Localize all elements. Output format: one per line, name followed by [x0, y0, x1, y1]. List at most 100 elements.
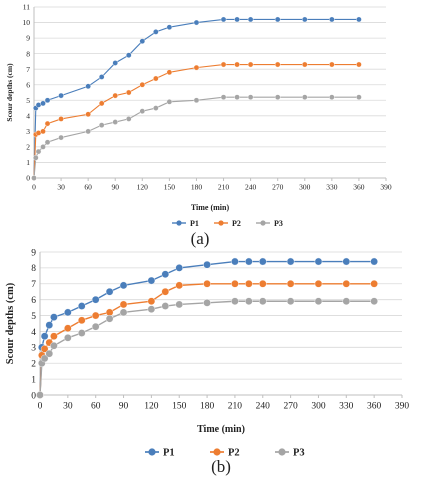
x-tick-label: 30	[57, 183, 65, 192]
data-point-p3	[35, 148, 42, 155]
x-tick-label: 240	[256, 402, 271, 412]
data-point-p1	[274, 16, 281, 23]
y-tick-label: 0	[31, 391, 36, 401]
data-point-p1	[245, 257, 253, 266]
series-p1	[31, 16, 362, 181]
data-point-p2	[342, 279, 351, 288]
y-tick-label: 6	[31, 296, 36, 306]
data-point-p1	[247, 16, 254, 23]
data-point-p3	[98, 122, 105, 128]
data-point-p1	[286, 257, 295, 266]
data-point-p1	[153, 29, 159, 35]
y-tick-label: 3	[31, 344, 36, 354]
x-tick-label: 390	[380, 183, 392, 192]
x-tick-label: 240	[245, 183, 257, 192]
data-point-p2	[119, 300, 128, 309]
series-line-p3	[33, 96, 359, 179]
legend-item-p3: P3	[256, 219, 283, 228]
data-point-p3	[64, 333, 72, 342]
data-point-p1	[220, 16, 227, 23]
data-point-p2	[77, 316, 86, 325]
data-point-p2	[247, 61, 254, 68]
data-point-p2	[98, 100, 105, 107]
x-tick-label: 210	[218, 183, 230, 192]
data-point-p2	[112, 92, 119, 99]
data-point-p1	[77, 302, 86, 310]
x-tick-label: 180	[200, 402, 215, 412]
legend-item-p1: P1	[172, 219, 199, 228]
x-tick-label: 360	[367, 402, 382, 412]
x-tick-label: 150	[172, 402, 187, 412]
data-point-p2	[329, 61, 335, 68]
data-point-p1	[50, 313, 58, 321]
data-point-p2	[139, 81, 146, 88]
data-point-p1	[58, 92, 64, 99]
legend: P1 P2 P3	[145, 448, 305, 459]
data-point-p3	[356, 94, 362, 100]
x-tick-label: 330	[339, 402, 354, 412]
data-point-p1	[105, 287, 114, 296]
data-point-p3	[112, 119, 119, 125]
data-point-p2	[85, 111, 91, 118]
data-point-p1	[193, 19, 200, 26]
data-point-p1	[161, 270, 170, 279]
data-point-p2	[153, 75, 159, 82]
data-point-p2	[245, 279, 253, 288]
chart-a: 0 1 2 3 4 5 6 7 8 9 10 11 0 30 60 90 120 150 180 210 240 270 3…	[5, 3, 392, 248]
data-point-p3	[166, 99, 173, 105]
x-tick-label: 330	[326, 183, 338, 192]
data-point-p3	[370, 297, 378, 306]
y-tick-label: 11	[23, 3, 30, 12]
data-point-p2	[231, 279, 239, 288]
data-point-p2	[64, 324, 72, 333]
data-point-p3	[139, 108, 146, 114]
panel-label: (b)	[211, 457, 231, 476]
data-point-p3	[119, 308, 128, 317]
x-tick-label: 300	[299, 183, 311, 192]
legend-label: P1	[163, 448, 175, 459]
y-tick-label: 9	[26, 34, 30, 43]
y-tick-label: 8	[26, 49, 30, 58]
data-point-p2	[147, 297, 156, 306]
x-tick-label: 30	[63, 402, 73, 412]
data-point-p1	[64, 308, 72, 317]
data-point-p3	[247, 94, 254, 100]
series-p2	[31, 61, 362, 181]
data-point-p3	[91, 322, 100, 331]
legend-swatch-marker	[218, 220, 224, 226]
data-point-p1	[314, 257, 323, 266]
y-tick-label: 9	[31, 248, 36, 258]
y-axis-label: Scour depths (cm)	[5, 63, 14, 122]
x-tick-label: 270	[272, 183, 284, 192]
data-point-p2	[286, 279, 295, 288]
legend-item-p3: P3	[275, 448, 305, 459]
x-tick-label: 180	[191, 183, 203, 192]
data-point-p1	[203, 260, 211, 269]
y-axis-label: Scour depths (cm)	[5, 282, 16, 364]
data-point-p2	[175, 281, 184, 290]
data-point-p2	[40, 345, 49, 353]
data-point-p1	[342, 257, 351, 266]
data-point-p2	[91, 311, 100, 320]
data-point-p1	[85, 83, 91, 90]
legend-item-p1: P1	[145, 448, 175, 459]
data-point-p3	[50, 341, 58, 350]
data-point-p1	[175, 264, 184, 272]
data-point-p1	[301, 16, 308, 23]
data-point-p2	[105, 308, 114, 317]
data-point-p3	[329, 94, 335, 100]
legend-swatch-marker	[278, 448, 286, 456]
x-tick-label: 90	[111, 183, 119, 192]
data-point-p3	[125, 116, 132, 122]
data-point-p3	[58, 134, 64, 141]
legend: P1 P2 P3	[172, 219, 283, 228]
series-line-p2	[33, 63, 359, 179]
legend-label: P1	[190, 219, 199, 228]
data-point-p1	[370, 257, 378, 266]
y-tick-label: 5	[26, 96, 30, 105]
y-tick-label: 7	[26, 65, 30, 74]
y-tick-label: 1	[26, 158, 30, 167]
legend-swatch-marker	[148, 448, 156, 456]
data-point-p2	[58, 116, 64, 122]
data-point-p1	[147, 276, 156, 285]
